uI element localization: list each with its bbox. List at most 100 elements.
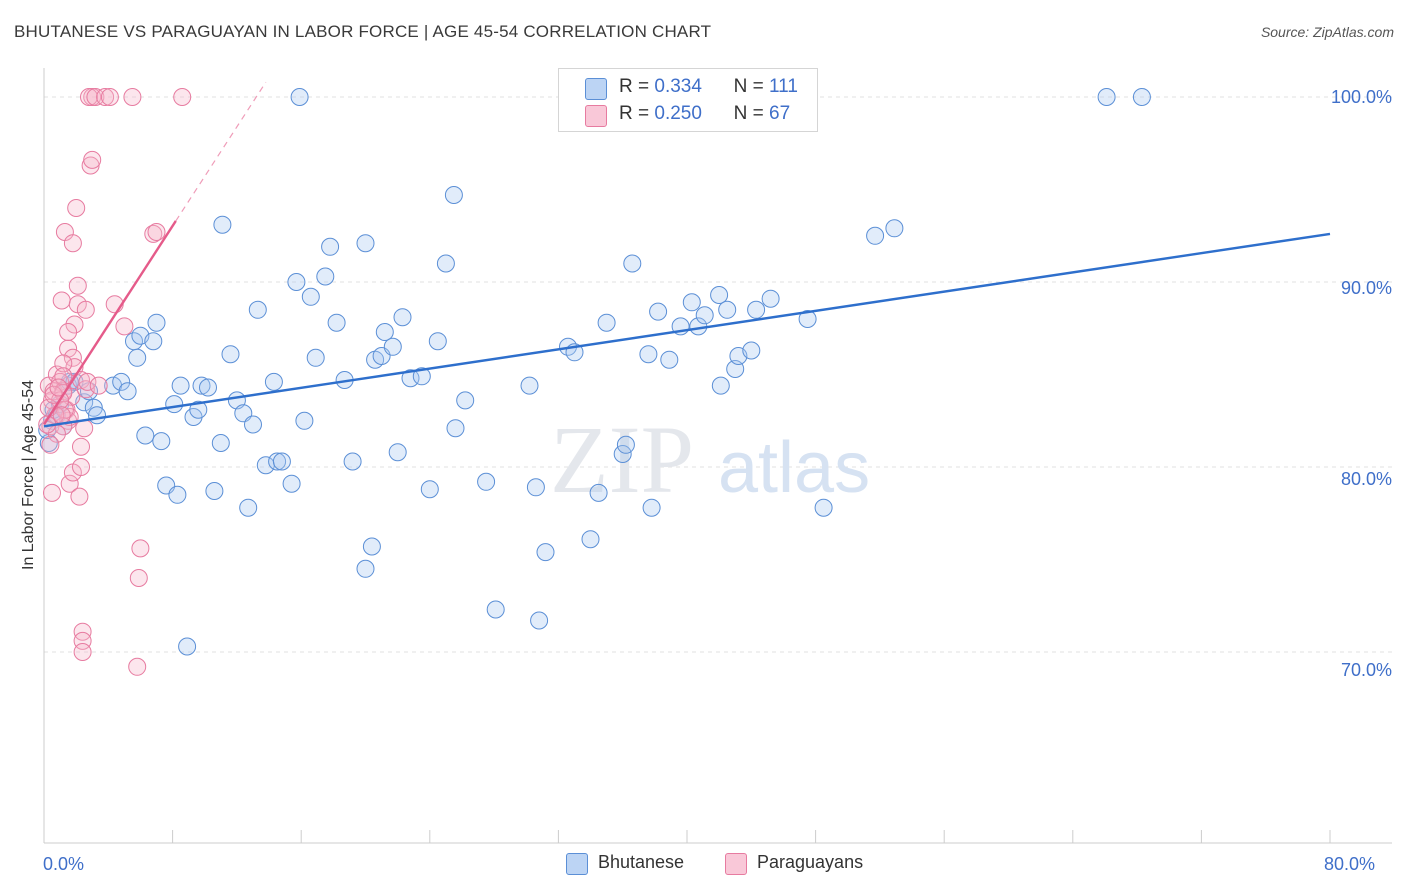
data-point <box>639 345 658 364</box>
data-point <box>100 88 119 106</box>
bottom-legend-label-paraguayans: Paraguayans <box>757 852 864 872</box>
data-point <box>710 286 729 304</box>
data-point <box>83 150 102 169</box>
data-point <box>711 376 730 395</box>
watermark-zip: ZIP <box>550 406 694 513</box>
data-point <box>761 289 780 308</box>
data-point <box>383 337 402 356</box>
data-point <box>54 354 73 373</box>
data-point <box>118 382 137 401</box>
data-point <box>428 332 447 351</box>
legend-swatch-paraguayans <box>585 105 607 127</box>
data-point <box>718 300 737 319</box>
data-point <box>189 400 208 419</box>
data-point <box>244 415 262 434</box>
data-point <box>221 345 240 364</box>
y-axis-label: In Labor Force | Age 45-54 <box>20 379 37 570</box>
data-point <box>530 611 549 630</box>
series-paraguayans <box>38 88 192 676</box>
data-point <box>436 254 455 273</box>
data-point <box>301 287 320 306</box>
data-point <box>178 637 197 656</box>
data-point <box>239 498 258 517</box>
data-point <box>589 483 608 502</box>
data-point <box>695 306 714 325</box>
y-tick-label: 100.0% <box>1330 87 1392 107</box>
data-point <box>67 199 86 217</box>
data-point <box>65 315 84 334</box>
data-point <box>316 267 335 286</box>
stats-legend: R = 0.334 N = 111 R = 0.250 N = 67 <box>558 68 818 132</box>
data-point <box>401 369 420 388</box>
data-point <box>412 367 431 386</box>
data-point <box>171 376 190 395</box>
data-point <box>321 237 340 256</box>
legend-n-label: N = <box>733 76 764 97</box>
data-point <box>76 300 95 319</box>
data-point <box>616 435 635 454</box>
chart-title: BHUTANESE VS PARAGUAYAN IN LABOR FORCE |… <box>14 22 712 41</box>
data-point <box>199 378 217 397</box>
data-point <box>128 348 147 367</box>
trend-line <box>42 220 177 426</box>
data-point <box>295 411 314 430</box>
data-point <box>63 234 82 253</box>
data-point <box>581 530 600 549</box>
data-point <box>268 452 287 471</box>
data-point <box>623 254 642 273</box>
data-point <box>73 643 92 661</box>
data-point <box>885 219 904 238</box>
legend-n-paraguayans: 67 <box>769 103 791 124</box>
grid-lines <box>44 96 1392 653</box>
data-point <box>1097 88 1116 106</box>
legend-r-paraguayans: 0.250 <box>654 103 702 124</box>
bottom-legend-label-bhutanese: Bhutanese <box>598 852 685 872</box>
legend-r-bhutanese: 0.334 <box>654 76 702 97</box>
data-point <box>78 372 97 391</box>
data-point <box>72 458 90 476</box>
series-bhutanese <box>38 88 1151 656</box>
data-point <box>327 313 346 332</box>
source-label: Source: ZipAtlas.com <box>1260 24 1394 40</box>
data-point <box>747 300 766 319</box>
data-point <box>356 559 375 578</box>
data-points <box>38 88 1151 676</box>
data-point <box>477 472 496 491</box>
data-point <box>306 348 325 367</box>
data-point <box>70 487 89 506</box>
x-tick-label: 80.0% <box>1324 854 1376 874</box>
data-point <box>123 88 142 106</box>
legend-swatch-bhutanese <box>585 78 607 100</box>
data-point <box>73 622 92 641</box>
data-point <box>420 480 439 499</box>
trend-lines <box>42 81 1331 428</box>
trend-line-extension <box>175 81 267 222</box>
data-point <box>144 224 163 243</box>
data-point <box>264 372 283 391</box>
data-point <box>272 452 291 471</box>
data-point <box>798 310 817 328</box>
data-point <box>282 474 301 493</box>
data-point <box>136 426 155 445</box>
data-point <box>814 498 833 517</box>
data-point <box>52 406 71 425</box>
data-point <box>129 569 148 587</box>
data-point <box>147 313 166 332</box>
data-point <box>80 88 98 106</box>
data-point <box>59 323 78 341</box>
data-point <box>393 308 412 327</box>
data-point <box>165 395 184 414</box>
data-point <box>213 215 232 234</box>
legend-n-label: N = <box>733 103 764 124</box>
data-point <box>866 226 885 245</box>
data-point <box>660 350 679 369</box>
data-point <box>356 234 375 253</box>
data-point <box>128 657 147 676</box>
data-point <box>86 88 105 106</box>
data-point <box>147 223 166 241</box>
data-point <box>41 435 60 454</box>
data-point <box>486 600 505 619</box>
data-point <box>388 443 407 462</box>
data-point <box>173 88 192 106</box>
data-point <box>60 474 79 493</box>
